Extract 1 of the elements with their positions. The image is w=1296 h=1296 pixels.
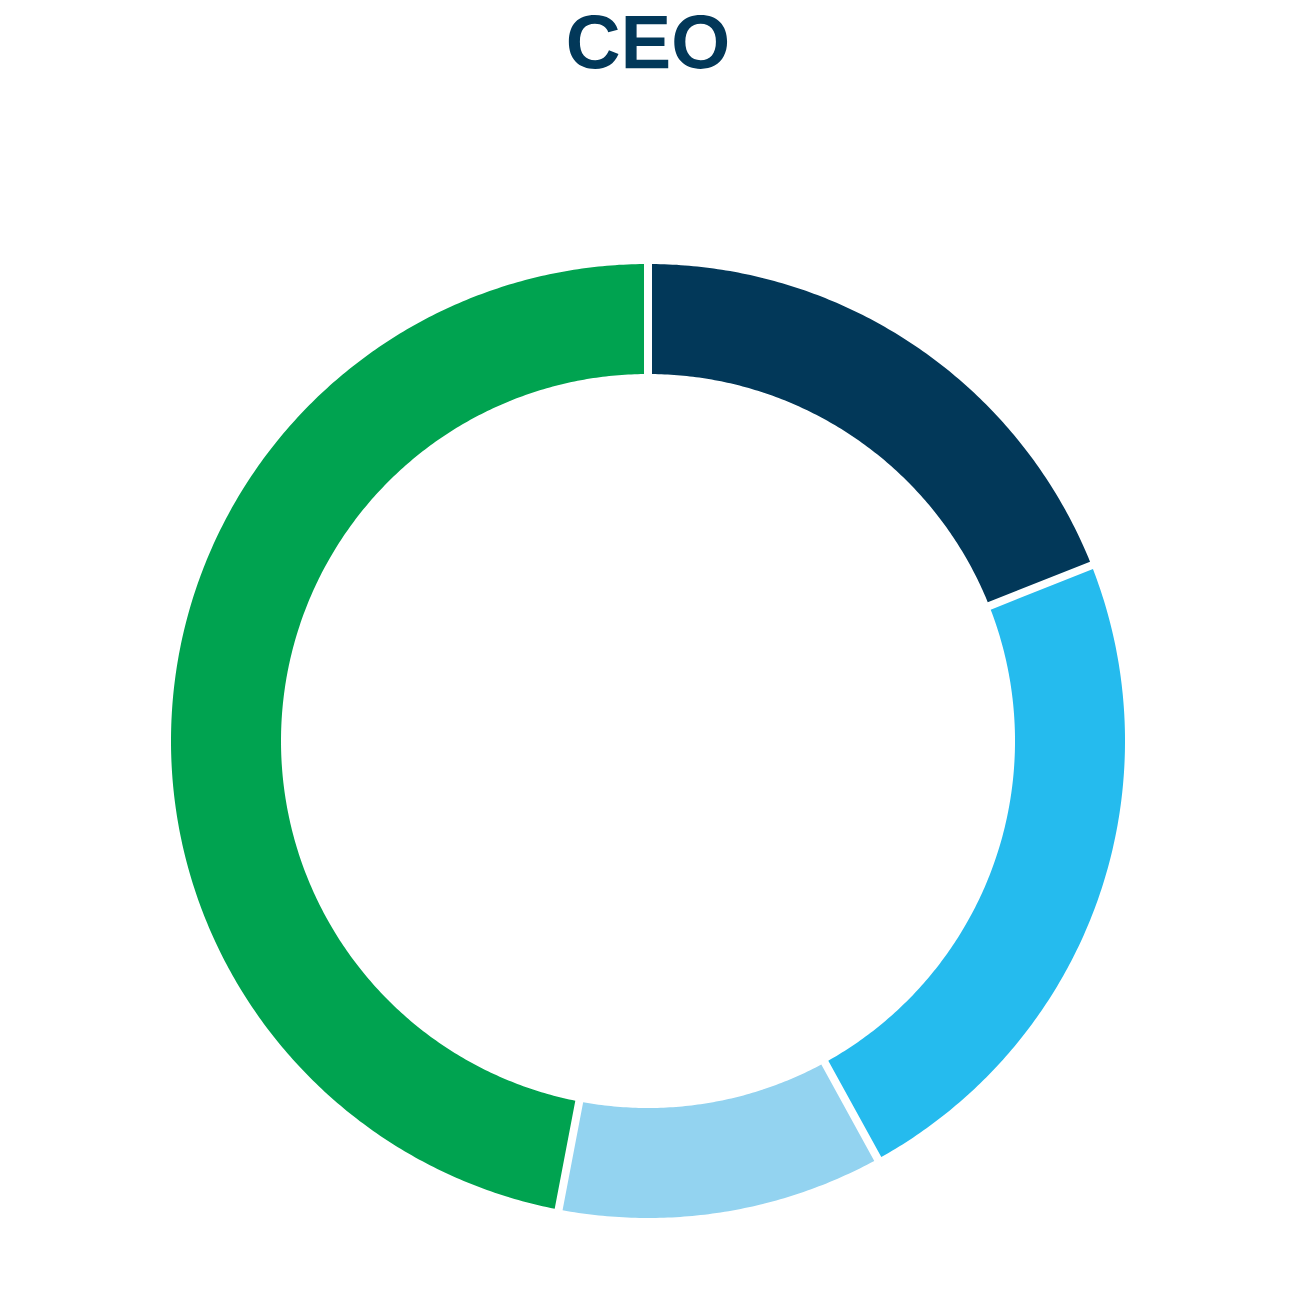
chart-title: CEO xyxy=(568,15,728,69)
